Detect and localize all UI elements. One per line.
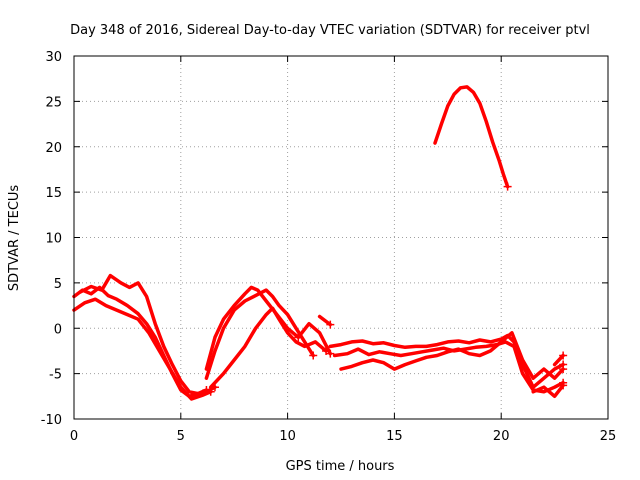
- x-tick-label: 5: [177, 429, 185, 444]
- tick-layer: 0 5 10 15 20 25 -10 -5 0 5 10 15 20 25 30: [41, 50, 617, 444]
- x-tick-label: 20: [493, 429, 510, 444]
- y-axis-label: SDTVAR / TECUs: [7, 185, 22, 292]
- series-track-3: [78, 273, 209, 396]
- point-marker: [326, 320, 335, 329]
- point-marker: [326, 349, 335, 358]
- point-marker: [559, 381, 568, 390]
- series-layer: [72, 85, 568, 401]
- y-tick-label: 30: [45, 50, 62, 65]
- y-tick-label: 5: [54, 277, 62, 292]
- series-track-7: [296, 321, 333, 356]
- chart-title: Day 348 of 2016, Sidereal Day-to-day VTE…: [70, 23, 590, 38]
- y-tick-label: -10: [41, 413, 62, 428]
- y-tick-label: 10: [45, 232, 62, 247]
- x-axis-label: GPS time / hours: [286, 459, 395, 474]
- y-tick-label: 25: [45, 95, 62, 110]
- series-track-4: [204, 288, 315, 380]
- series-track-12: [531, 383, 565, 399]
- point-marker: [559, 365, 568, 374]
- y-tick-label: -5: [49, 368, 62, 383]
- y-tick-label: 0: [54, 322, 62, 337]
- point-marker: [206, 387, 215, 396]
- series-track-14: [433, 85, 510, 189]
- grid-layer: [74, 56, 608, 419]
- series-track-10: [332, 340, 565, 394]
- x-tick-label: 25: [600, 429, 617, 444]
- point-marker: [309, 351, 318, 360]
- x-tick-label: 0: [70, 429, 78, 444]
- series-track-13: [552, 353, 565, 367]
- point-marker: [559, 351, 568, 360]
- series-track-2: [72, 297, 213, 401]
- y-tick-label: 20: [45, 141, 62, 156]
- series-track-1: [72, 285, 217, 399]
- series-track-8: [317, 314, 333, 327]
- x-tick-label: 15: [386, 429, 403, 444]
- series-track-11: [339, 331, 565, 380]
- point-marker: [202, 385, 211, 394]
- point-marker: [503, 182, 512, 191]
- series-track-9: [328, 333, 565, 389]
- series-track-6: [208, 306, 328, 389]
- y-tick-label: 15: [45, 186, 62, 201]
- x-tick-label: 10: [279, 429, 296, 444]
